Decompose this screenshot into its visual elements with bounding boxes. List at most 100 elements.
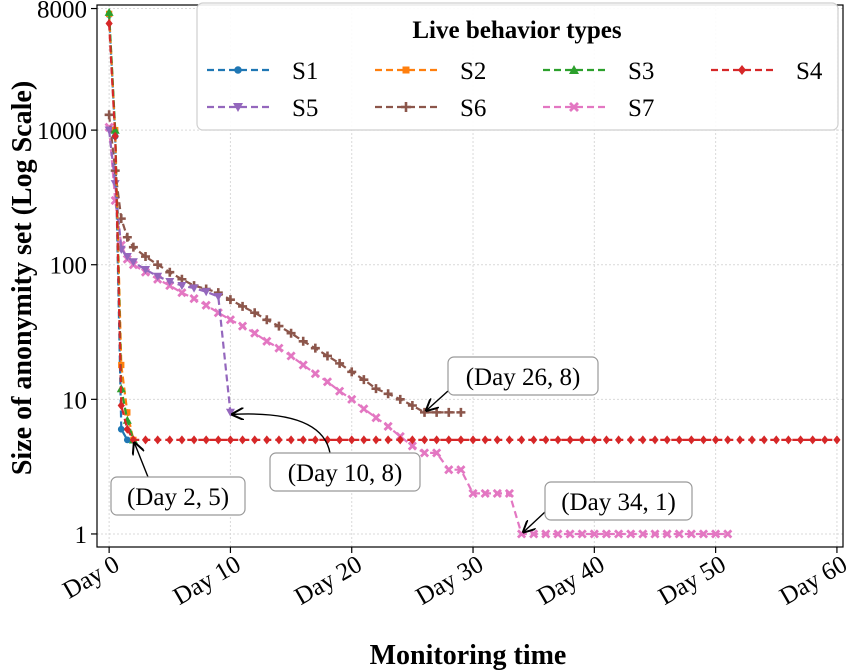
legend-label: S5 [292, 95, 318, 122]
data-point [298, 360, 308, 370]
x-tick-label: Day 40 [533, 551, 610, 611]
data-point [153, 260, 163, 270]
data-point [141, 252, 151, 262]
data-point [383, 421, 393, 431]
data-point [202, 435, 210, 445]
data-point [577, 529, 587, 539]
annotation-box [269, 452, 421, 492]
data-point [445, 435, 453, 445]
data-point [663, 435, 671, 445]
data-point [233, 103, 243, 112]
data-point [650, 529, 660, 539]
data-point [589, 529, 599, 539]
x-tick-label: Day 30 [411, 551, 488, 611]
data-point [638, 529, 648, 539]
data-point [336, 435, 344, 445]
data-point [492, 488, 502, 499]
data-point [627, 435, 635, 445]
data-point [541, 529, 551, 539]
annotation-arrow [427, 390, 449, 410]
data-point [723, 529, 733, 539]
data-point [286, 351, 296, 361]
data-point [238, 435, 247, 445]
data-point [274, 343, 284, 353]
annotation-arrow [524, 511, 546, 532]
data-point [372, 435, 380, 445]
data-point [402, 66, 410, 74]
data-point [371, 413, 381, 423]
x-tick-label: Day 50 [654, 551, 731, 611]
data-point [190, 435, 198, 445]
data-point [310, 343, 320, 353]
data-point [736, 435, 744, 445]
data-point [651, 435, 659, 445]
data-point [189, 284, 199, 293]
annotation: (Day 10, 8) [232, 414, 421, 492]
data-point [493, 435, 501, 445]
data-point [177, 281, 187, 291]
x-axis-label: Monitoring time [370, 640, 567, 671]
data-point [738, 65, 746, 75]
data-point [201, 300, 211, 310]
annotation: (Day 2, 5) [110, 443, 246, 516]
data-point [578, 435, 586, 445]
annotation-layer: (Day 2, 5) (Day 10, 8) (Day 26, 8) (Day 34,… [110, 356, 693, 532]
data-point [711, 529, 721, 539]
data-point [517, 435, 526, 445]
data-point [298, 336, 308, 346]
data-point [238, 301, 248, 311]
data-point [821, 435, 829, 445]
data-point [141, 266, 151, 275]
data-point [104, 110, 114, 120]
annotation-box [447, 356, 599, 396]
data-point [626, 529, 636, 539]
y-tick-label: 10 [62, 387, 87, 414]
data-point [569, 65, 579, 74]
data-point [614, 435, 623, 445]
data-point [565, 529, 575, 539]
annotation-box [544, 481, 693, 521]
data-point [401, 102, 411, 112]
data-point [123, 424, 131, 434]
legend-frame [196, 2, 839, 131]
data-point [165, 277, 175, 287]
x-tick-label: Day 20 [290, 551, 367, 611]
data-point [323, 435, 332, 445]
series-s6 [104, 110, 466, 417]
legend-title: Live behavior types [412, 17, 622, 44]
data-point [662, 529, 672, 539]
data-point [322, 351, 332, 361]
y-tick-label: 1 [75, 522, 88, 549]
legend-item-s7: S7 [543, 95, 654, 122]
data-point [347, 367, 357, 377]
data-point [117, 425, 125, 433]
data-point [251, 435, 259, 445]
data-point [784, 435, 793, 445]
series-layer [104, 7, 841, 539]
data-point [419, 448, 430, 458]
data-point [614, 529, 624, 539]
data-point [111, 131, 119, 141]
data-point [675, 435, 683, 445]
data-point [153, 272, 163, 281]
data-point [420, 435, 429, 445]
data-point [504, 488, 515, 499]
data-point [310, 369, 320, 379]
data-point [686, 529, 696, 539]
legend-item-s5: S5 [207, 95, 318, 122]
data-point [274, 321, 284, 331]
data-point [124, 409, 131, 416]
data-point [141, 435, 150, 445]
data-point [371, 384, 381, 394]
y-axis-label: Size of anonymity set (Log Scale) [7, 81, 38, 475]
data-point [262, 336, 272, 346]
data-point [128, 258, 138, 267]
data-point [554, 435, 562, 445]
data-point [214, 435, 222, 445]
annotation-label: (Day 2, 5) [127, 484, 229, 511]
data-point [590, 435, 598, 445]
data-point [457, 435, 465, 445]
data-point [698, 529, 709, 539]
data-point [569, 102, 579, 112]
